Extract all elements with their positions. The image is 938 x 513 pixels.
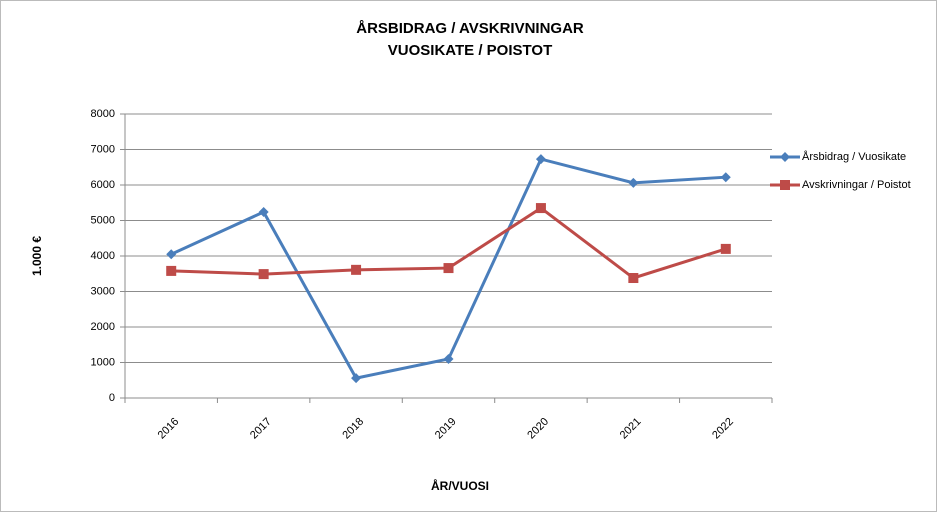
point [720, 243, 731, 254]
y-tick-label: 2000 [91, 321, 115, 333]
y-tick-label: 6000 [91, 179, 115, 191]
y-tick-label: 3000 [91, 285, 115, 297]
legend-label: Årsbidrag / Vuosikate [802, 150, 906, 163]
y-tick-label: 0 [109, 392, 115, 404]
point [258, 269, 269, 280]
y-tick-label: 7000 [91, 143, 115, 155]
legend-label: Avskrivningar / Poistot [802, 179, 911, 191]
point [351, 373, 362, 384]
point [780, 152, 790, 162]
point [443, 353, 454, 364]
x-axis-label: ÅR/VUOSI [431, 478, 489, 493]
point [166, 249, 177, 260]
y-tick-label: 1000 [91, 356, 115, 368]
point [258, 206, 269, 217]
point [443, 263, 454, 274]
y-tick-label: 5000 [91, 214, 115, 226]
chart-title: VUOSIKATE / POISTOT [388, 42, 552, 59]
point [780, 180, 790, 190]
point [628, 177, 639, 188]
point [720, 172, 731, 183]
chart-title: ÅRSBIDRAG / AVSKRIVNINGAR [356, 20, 584, 37]
point [628, 273, 639, 284]
point [535, 154, 546, 165]
y-tick-label: 8000 [91, 108, 115, 120]
point [166, 265, 177, 276]
y-axis-label: 1.000 € [30, 236, 44, 276]
point [535, 203, 546, 214]
point [351, 264, 362, 275]
y-tick-label: 4000 [91, 250, 115, 262]
